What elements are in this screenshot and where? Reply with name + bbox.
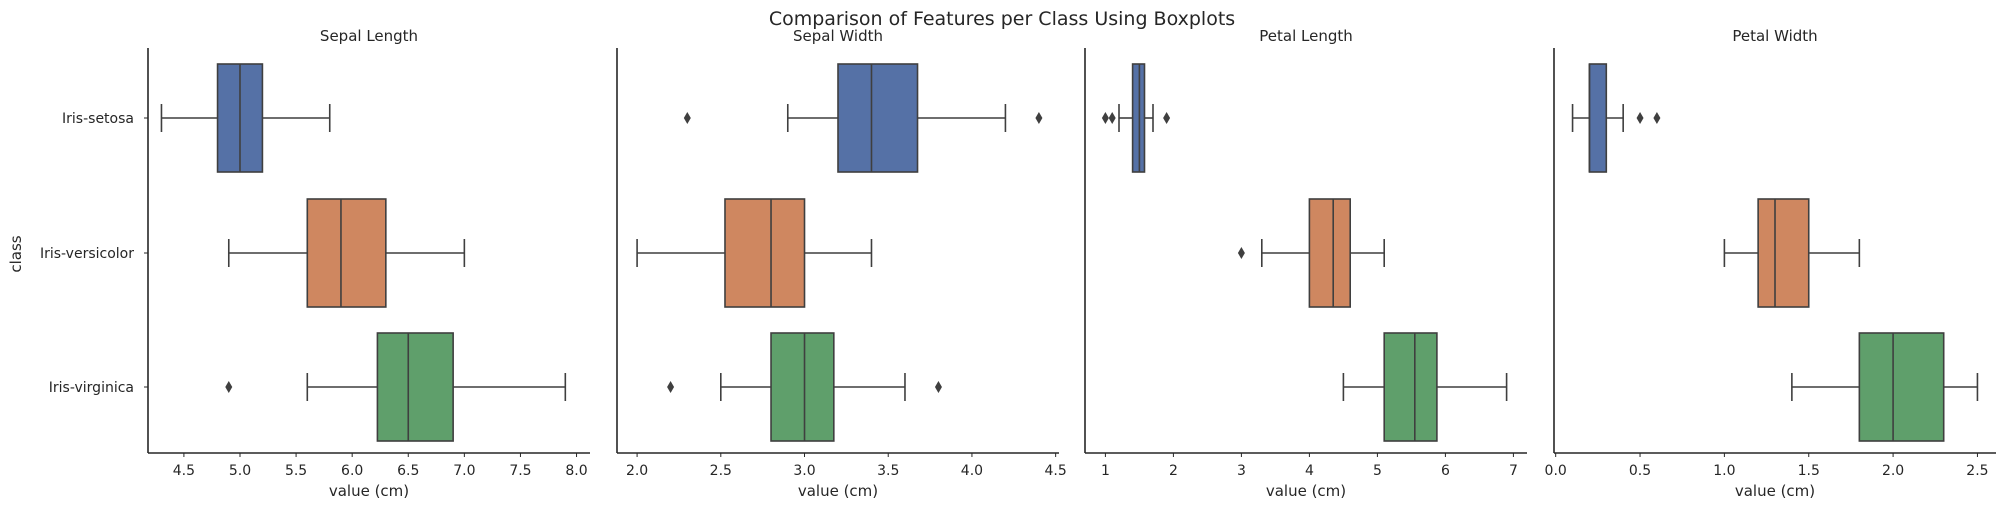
box-iris-setosa [1101, 63, 1171, 173]
x-tick-label: 1.0 [1713, 463, 1735, 479]
iqr-box [1308, 198, 1352, 308]
outlier-point [667, 381, 675, 393]
x-tick-label: 7.5 [509, 463, 531, 479]
panel-2: Sepal Width 2.0 2.5 3.0 3.5 4.0 4.5 value (cm) [616, 27, 1067, 500]
x-tick-label: 2 [1169, 463, 1178, 479]
iqr-box [1383, 332, 1438, 442]
x-tick-label: 6.5 [397, 463, 419, 479]
box-iris-setosa [160, 63, 331, 173]
x-tick-label: 2.5 [1966, 463, 1988, 479]
box-iris-versicolor [636, 198, 873, 308]
panel-3: Petal Length 1 2 3 4 5 6 7 value (cm) [1084, 27, 1527, 500]
x-tick-label: 3.5 [877, 463, 899, 479]
x-tick-label: 1.5 [1798, 463, 1820, 479]
panel-1: Sepal Length 4.5 5.0 5.5 6.0 6.5 7.0 7.5 8.0 valu… [40, 27, 590, 500]
iqr-box [376, 332, 454, 442]
x-tick-label: 8.0 [565, 463, 587, 479]
x-tick-label: 2.0 [1882, 463, 1904, 479]
x-tick-label: 6.0 [341, 463, 363, 479]
iqr-box [306, 198, 387, 308]
x-tick-label: 1 [1101, 463, 1110, 479]
figure-title: Comparison of Features per Class Using B… [769, 8, 1235, 30]
x-axis-label: value (cm) [1266, 482, 1346, 500]
panel-title: Sepal Width [793, 27, 883, 45]
y-axis-label: class [7, 235, 25, 272]
x-tick-label: 4 [1305, 463, 1314, 479]
box-iris-versicolor [1723, 198, 1861, 308]
x-tick-label: 6 [1441, 463, 1450, 479]
x-tick-label: 0.0 [1545, 463, 1567, 479]
box-iris-versicolor [1237, 198, 1385, 308]
x-tick-label: 2.5 [710, 463, 732, 479]
box-iris-virginica [225, 332, 567, 442]
box-iris-setosa [683, 63, 1043, 173]
x-tick-label: 0.5 [1629, 463, 1651, 479]
outlier-point [1163, 112, 1171, 124]
outlier-point [1636, 112, 1644, 124]
box-iris-virginica [1791, 332, 1979, 442]
outlier-point [934, 381, 942, 393]
panel-title: Petal Width [1732, 27, 1817, 45]
outlier-point [1101, 112, 1109, 124]
panel-title: Petal Length [1259, 27, 1353, 45]
x-tick-label: 7.0 [453, 463, 475, 479]
x-tick-label: 4.5 [173, 463, 195, 479]
x-axis-label: value (cm) [329, 482, 409, 500]
box-iris-virginica [1342, 332, 1508, 442]
x-axis-label: value (cm) [1735, 482, 1815, 500]
x-tick-label: 5.5 [285, 463, 307, 479]
iqr-box [1757, 198, 1810, 308]
y-tick-label: Iris-virginica [49, 380, 134, 396]
outlier-point [1653, 112, 1661, 124]
box-iris-virginica [667, 332, 942, 442]
iqr-box [1858, 332, 1945, 442]
box-iris-setosa [1571, 63, 1661, 173]
iqr-box [1131, 63, 1146, 173]
iqr-box [1588, 63, 1608, 173]
iqr-box [837, 63, 919, 173]
x-tick-label: 3 [1237, 463, 1246, 479]
x-tick-label: 7 [1509, 463, 1518, 479]
iqr-box [770, 332, 835, 442]
outlier-point [683, 112, 691, 124]
x-tick-label: 4.5 [1045, 463, 1067, 479]
outlier-point [1108, 112, 1116, 124]
x-tick-label: 3.0 [793, 463, 815, 479]
box-iris-versicolor [227, 198, 466, 308]
x-axis-label: value (cm) [798, 482, 878, 500]
outlier-point [1035, 112, 1043, 124]
x-tick-label: 4.0 [961, 463, 983, 479]
outlier-point [1237, 247, 1245, 259]
x-tick-label: 2.0 [626, 463, 648, 479]
panel-title: Sepal Length [320, 27, 418, 45]
iqr-box [724, 198, 806, 308]
outlier-point [225, 381, 233, 393]
x-tick-label: 5 [1373, 463, 1382, 479]
x-tick-label: 5.0 [229, 463, 251, 479]
y-tick-label: Iris-setosa [62, 111, 134, 127]
y-tick-label: Iris-versicolor [40, 246, 134, 262]
panel-4: Petal Width 0.0 0.5 1.0 1.5 2.0 2.5 value (cm) [1545, 27, 1996, 500]
